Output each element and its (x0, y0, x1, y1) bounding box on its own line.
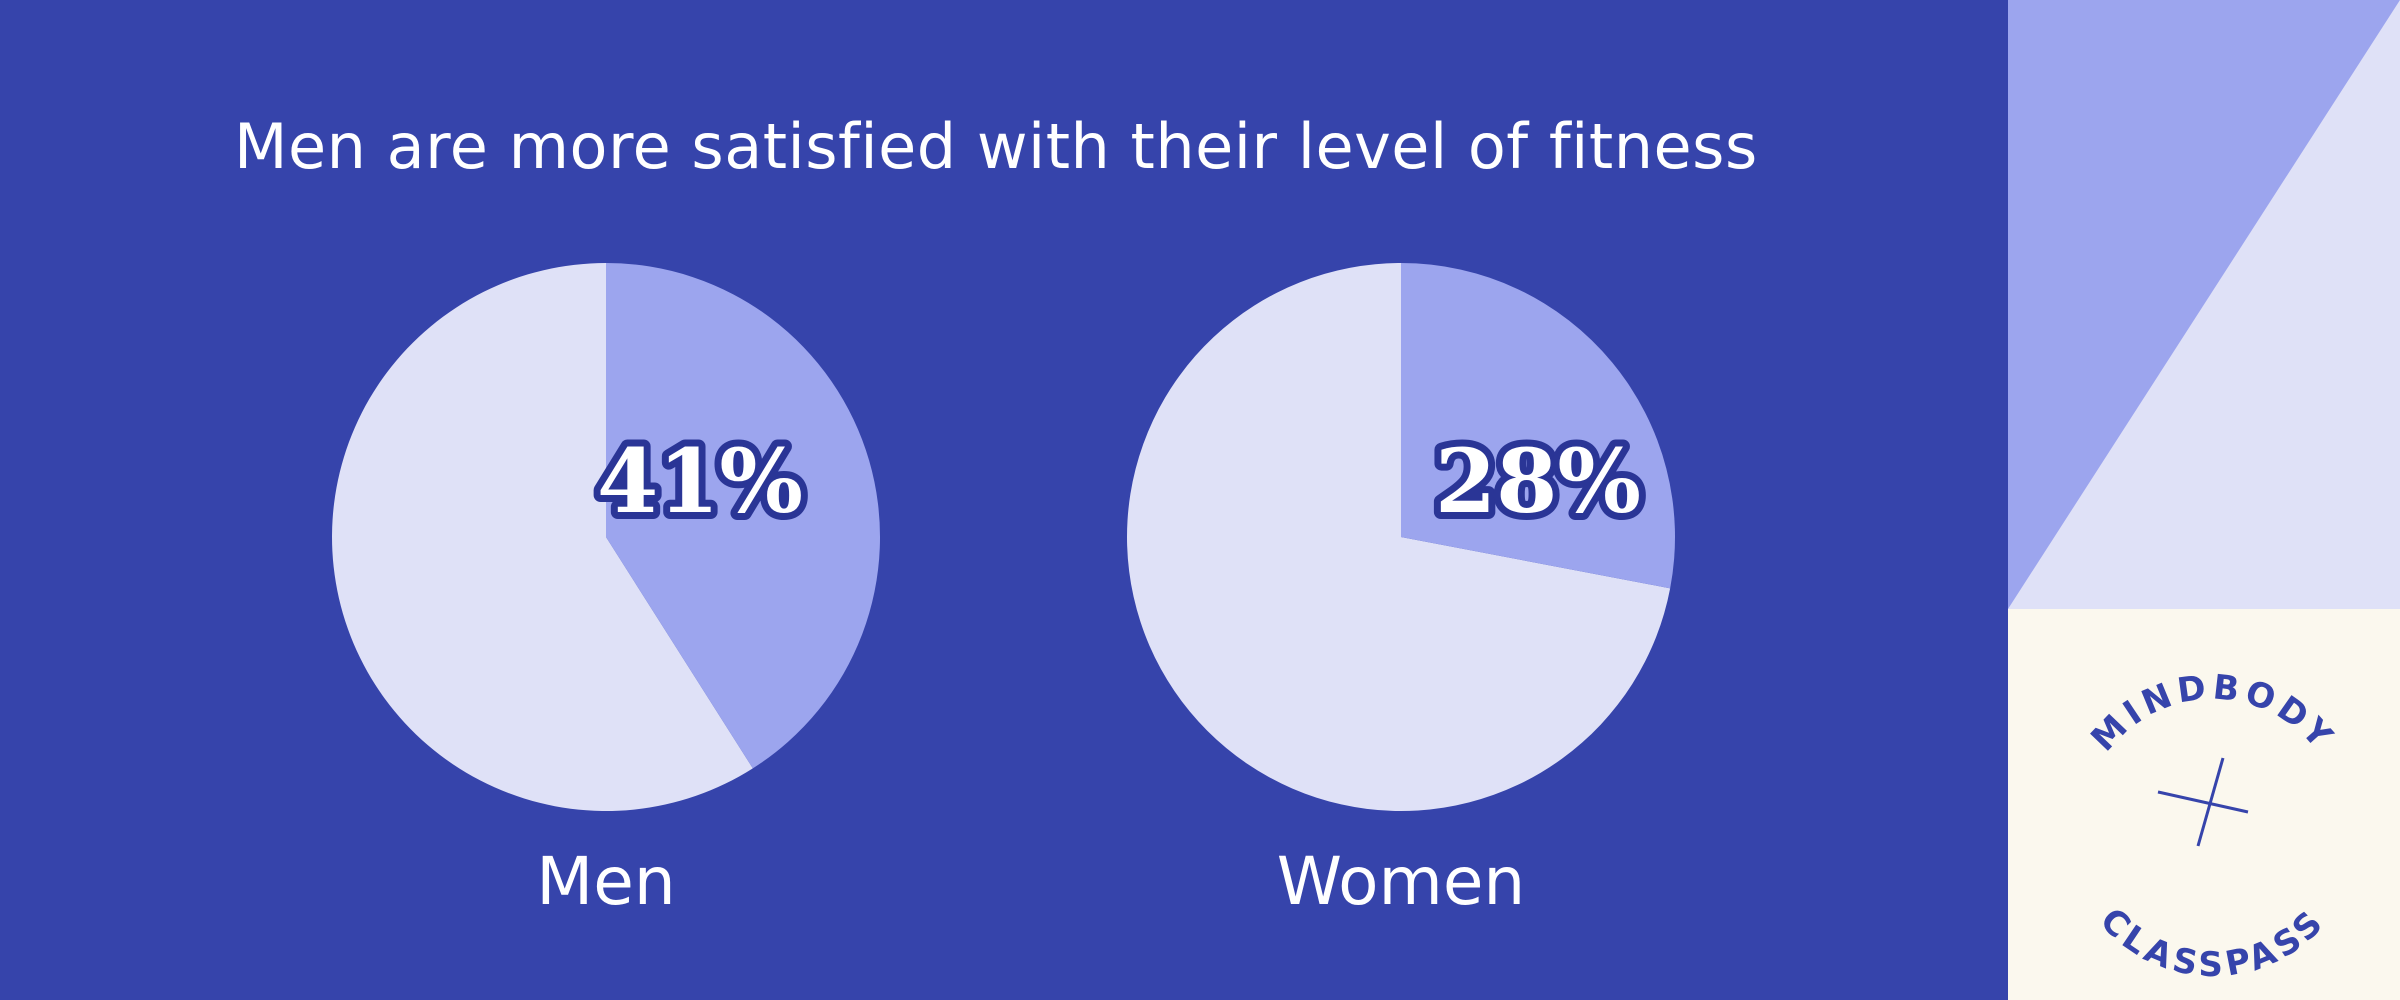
pie-value-label-men: 41% (597, 429, 803, 533)
pie-charts: 41% Men 28% Women (332, 263, 1676, 920)
brand-panel: MINDBODY CLASSPASS (2008, 0, 2400, 1000)
pie-value-label-women: 28% (1435, 429, 1641, 533)
chart-title: Men are more satisfied with their level … (234, 110, 1758, 183)
pie-slice-men-highlight (606, 263, 881, 769)
panel-triangle (2008, 0, 2400, 609)
pie-slice-men-rest (332, 263, 753, 811)
pie-category-label-women: Women (1277, 843, 1526, 920)
pie-slice-women-highlight (1401, 263, 1676, 589)
pie-category-label-men: Men (536, 843, 675, 920)
logo-cross-line-2 (2196, 757, 2225, 847)
pie-slice-women-rest (1127, 263, 1671, 811)
pie-chart-women: 28% Women (1127, 263, 1676, 920)
pie-chart-men: 41% Men (332, 263, 881, 920)
panel-cream-block (2008, 609, 2400, 1000)
logo-cross-line-1 (2157, 790, 2249, 814)
chart-area: Men are more satisfied with their level … (234, 110, 1758, 920)
